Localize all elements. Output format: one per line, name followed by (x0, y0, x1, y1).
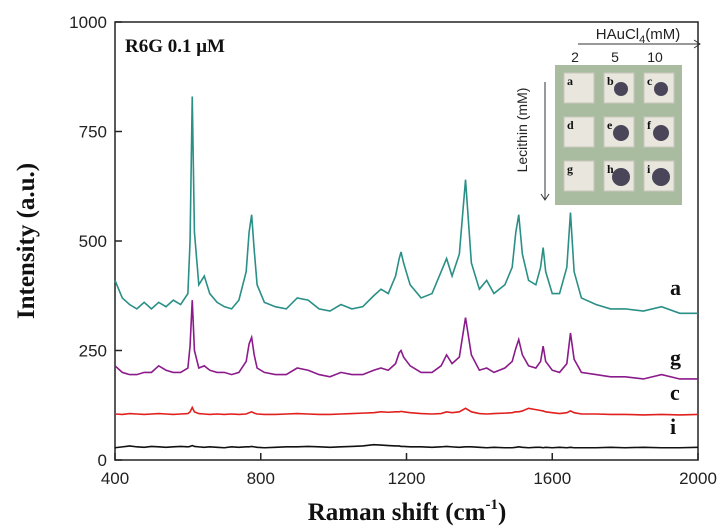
y-tick-label: 0 (98, 451, 107, 470)
inset-spot (653, 125, 669, 141)
y-tick-label: 1000 (69, 13, 107, 32)
inset-sample (563, 116, 595, 148)
inset-x-level: 2 (571, 49, 579, 65)
series-line (114, 96, 698, 315)
series-line (114, 405, 699, 416)
inset-x-level: 5 (611, 49, 619, 65)
inset-spot (613, 125, 629, 141)
x-tick-label: 2000 (679, 469, 717, 488)
inset-x-level: 10 (647, 49, 663, 65)
inset-cell-label: c (647, 74, 653, 88)
y-tick-label: 750 (79, 123, 107, 142)
inset-x-title-sub: 4 (639, 34, 645, 46)
inset-arrowhead (693, 39, 701, 49)
inset-cell-label: h (607, 162, 614, 176)
inset-spot (654, 82, 668, 96)
inset-spot (652, 168, 670, 186)
x-label-main: Raman shift (cm (308, 499, 486, 526)
inset-cell-label: g (567, 162, 573, 176)
x-tick-label: 1200 (388, 469, 426, 488)
series-label: g (670, 345, 681, 370)
inset-spot (614, 82, 628, 96)
series-label: c (670, 380, 680, 405)
series-label: a (670, 275, 681, 300)
x-label-sup: -1 (485, 497, 498, 513)
inset-cell-label: b (607, 74, 614, 88)
inset-x-title: HAuCl4(mM) (596, 26, 680, 46)
inset-arrowhead (540, 193, 550, 201)
y-tick-label: 500 (79, 232, 107, 251)
inset-spot (612, 168, 630, 186)
inset-sample (563, 160, 595, 192)
annotation: R6G 0.1 μM (125, 36, 225, 57)
inset-cell-label: d (567, 118, 574, 132)
inset-cell-label: a (567, 74, 573, 88)
x-tick-label: 800 (247, 469, 275, 488)
x-label-end: ) (498, 499, 506, 526)
inset-cell-label: f (647, 118, 652, 132)
inset-sample (563, 72, 595, 104)
inset-cell-label: i (647, 162, 651, 176)
x-axis-label: Raman shift (cm-1) (308, 497, 507, 526)
y-tick-label: 250 (79, 342, 107, 361)
x-tick-label: 400 (101, 469, 129, 488)
inset-y-title: Lecithin (mM) (514, 88, 530, 173)
inset-x-title-unit: (mM) (645, 26, 680, 43)
series-line (114, 300, 698, 380)
inset-cell-label: e (607, 118, 613, 132)
series-line (114, 443, 699, 449)
series-label: i (670, 414, 676, 439)
inset: HAuCl4(mM) Lecithin (mM) 2510255075abcde… (514, 26, 701, 205)
x-tick-label: 1600 (533, 469, 571, 488)
inset-x-title-main: HAuCl (596, 26, 639, 43)
y-axis-label: Intensity (a.u.) (13, 163, 40, 319)
